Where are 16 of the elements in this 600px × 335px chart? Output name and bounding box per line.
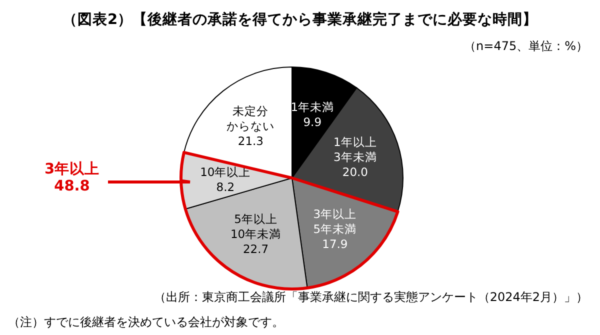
data-label: 17.9 <box>322 236 348 251</box>
slice-label: 5年以上10年未満 <box>230 212 282 241</box>
data-label: 22.7 <box>242 242 269 256</box>
text: 3年以上 48.8 <box>44 160 100 194</box>
slice-label: 1年以上3年未満 <box>334 135 377 164</box>
slice-label: 1年未満 <box>290 100 334 114</box>
data-label: 9.9 <box>303 115 322 130</box>
text: （注）すでに後継者を決めている会社が対象です。 <box>8 315 284 329</box>
slice-label: 3年以上5年未満 <box>313 206 357 236</box>
data-label: 8.2 <box>216 180 235 194</box>
data-label: 21.3 <box>238 134 264 148</box>
text: （n=475、単位：%） <box>464 39 588 53</box>
text: （出所：東京商工会議所「事業承継に関する実態アンケート（2024年2月）」） <box>154 290 588 304</box>
data-label: 20.0 <box>342 165 368 180</box>
chart-title: （図表2）【後継者の承諾を得てから事業承継完了までに必要な時間】 <box>62 10 538 28</box>
slice-label: 未定分からない <box>226 104 275 133</box>
